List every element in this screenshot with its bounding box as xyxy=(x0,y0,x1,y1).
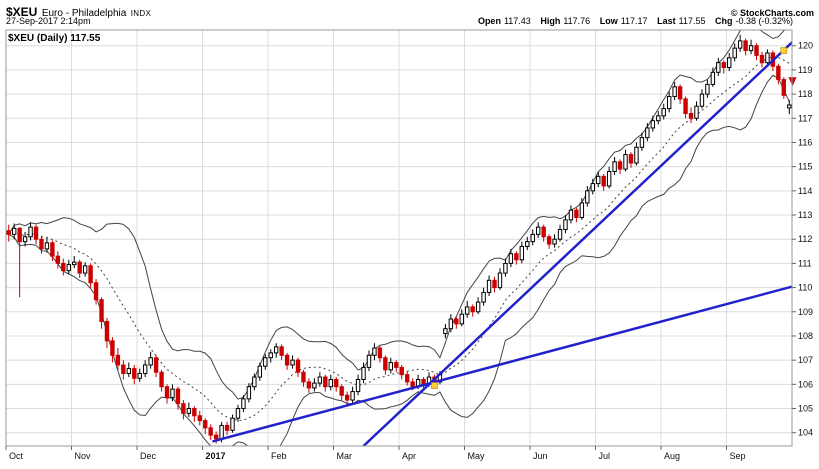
svg-text:118: 118 xyxy=(798,89,812,99)
chart-legend: $XEU (Daily) 117.55 xyxy=(8,33,101,44)
datetime: 27-Sep-2017 2:14pm xyxy=(6,16,91,26)
marker-square xyxy=(431,382,438,389)
svg-text:Dec: Dec xyxy=(140,451,157,461)
high-label: High xyxy=(540,16,561,26)
svg-text:Oct: Oct xyxy=(9,451,24,461)
svg-text:120: 120 xyxy=(798,41,813,51)
svg-text:Sep: Sep xyxy=(730,451,746,461)
bollinger-bands xyxy=(8,30,790,446)
chart-header: $XEU Euro - Philadelphia INDX © StockCha… xyxy=(6,3,814,21)
last-label: Last xyxy=(657,16,676,26)
svg-text:109: 109 xyxy=(798,307,813,317)
svg-text:Jul: Jul xyxy=(599,451,611,461)
marker-square xyxy=(780,47,788,54)
symbol: $XEU xyxy=(6,5,38,19)
svg-text:105: 105 xyxy=(798,404,813,414)
copyright: © StockCharts.com xyxy=(730,8,814,18)
open-label: Open xyxy=(477,16,501,26)
svg-text:Mar: Mar xyxy=(337,451,353,461)
svg-text:111: 111 xyxy=(798,258,812,268)
svg-text:117: 117 xyxy=(798,113,812,123)
svg-text:106: 106 xyxy=(798,379,813,389)
svg-text:112: 112 xyxy=(798,234,812,244)
svg-text:Jun: Jun xyxy=(533,451,548,461)
svg-text:113: 113 xyxy=(798,210,812,220)
open-value: 117.43 xyxy=(503,16,531,26)
annotations xyxy=(431,47,797,389)
svg-text:May: May xyxy=(468,451,486,461)
low-value: 117.17 xyxy=(620,16,648,26)
high-value: 117.76 xyxy=(563,16,591,26)
exchange: INDX xyxy=(130,9,152,18)
svg-text:115: 115 xyxy=(798,162,812,172)
trendlines xyxy=(212,40,792,446)
svg-text:116: 116 xyxy=(798,137,812,147)
svg-text:Apr: Apr xyxy=(402,451,416,461)
symbol-name: Euro - Philadelphia xyxy=(41,8,127,19)
chg-value: -0.38 (-0.32%) xyxy=(735,16,793,26)
svg-text:Nov: Nov xyxy=(75,451,92,461)
svg-text:110: 110 xyxy=(798,283,812,293)
svg-text:Feb: Feb xyxy=(271,451,287,461)
svg-text:104: 104 xyxy=(798,428,813,438)
gridlines xyxy=(6,30,792,446)
axis-labels: 104 105 106 107 108 109 110 111 112 113 114 115 116 1… xyxy=(5,41,813,461)
symbol-title: $XEU Euro - Philadelphia INDX xyxy=(6,3,151,21)
svg-text:114: 114 xyxy=(798,186,812,196)
chg-label: Chg xyxy=(714,16,733,26)
svg-text:Aug: Aug xyxy=(664,451,680,461)
svg-text:2017: 2017 xyxy=(206,451,226,461)
quote-row: 27-Sep-2017 2:14pm Open 117.43 High 117.76… xyxy=(6,16,793,26)
candlesticks xyxy=(6,34,792,444)
marker-arrow-down xyxy=(788,77,797,87)
last-value: 117.55 xyxy=(678,16,706,26)
ohlc-quote: Open 117.43 High 117.76 Low 117.17 Last 117.… xyxy=(471,16,793,26)
svg-text:119: 119 xyxy=(798,65,812,75)
svg-text:107: 107 xyxy=(798,355,813,365)
svg-text:108: 108 xyxy=(798,331,813,341)
low-label: Low xyxy=(599,16,618,26)
